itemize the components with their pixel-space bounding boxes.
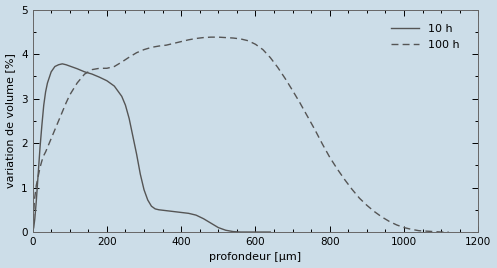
10 h (39, 124, 45, 127)
10 h (48, 70, 54, 73)
10 h (267, 230, 273, 234)
10 h (56, 63, 62, 66)
10 h (63, 63, 69, 66)
100 h (416, 229, 422, 232)
10 h (223, 229, 229, 232)
10 h (130, 135, 136, 138)
Line: 100 h: 100 h (33, 37, 449, 232)
10 h (82, 70, 87, 73)
10 h (149, 204, 155, 208)
10 h (137, 173, 143, 176)
10 h (193, 214, 199, 217)
100 h (208, 36, 214, 39)
10 h (41, 104, 47, 107)
10 h (44, 81, 50, 85)
10 h (126, 117, 132, 120)
10 h (230, 230, 236, 233)
10 h (141, 188, 147, 191)
X-axis label: profondeur [μm]: profondeur [μm] (209, 252, 302, 262)
10 h (31, 226, 37, 229)
10 h (52, 65, 58, 68)
10 h (119, 95, 125, 98)
10 h (178, 211, 184, 214)
10 h (185, 212, 191, 215)
100 h (30, 230, 36, 234)
10 h (30, 230, 36, 234)
10 h (160, 209, 166, 212)
10 h (252, 230, 258, 234)
10 h (245, 230, 251, 234)
10 h (200, 217, 206, 220)
10 h (67, 65, 73, 68)
10 h (145, 198, 151, 202)
100 h (82, 72, 87, 76)
10 h (152, 207, 158, 210)
100 h (111, 65, 117, 68)
Y-axis label: variation de volume [%]: variation de volume [%] (5, 53, 15, 188)
10 h (208, 222, 214, 225)
10 h (238, 230, 244, 234)
100 h (39, 159, 45, 162)
10 h (122, 104, 128, 107)
10 h (104, 79, 110, 82)
10 h (35, 173, 41, 176)
100 h (349, 188, 355, 191)
10 h (32, 217, 38, 220)
10 h (71, 66, 77, 69)
10 h (59, 62, 65, 65)
10 h (33, 199, 39, 203)
10 h (74, 67, 80, 70)
10 h (171, 210, 177, 213)
Line: 10 h: 10 h (33, 64, 270, 232)
10 h (260, 230, 266, 234)
100 h (446, 230, 452, 234)
10 h (215, 226, 221, 229)
100 h (171, 42, 177, 45)
10 h (43, 90, 49, 94)
10 h (134, 152, 140, 156)
10 h (37, 146, 43, 149)
10 h (156, 208, 162, 211)
10 h (96, 76, 102, 79)
10 h (89, 72, 95, 76)
10 h (164, 209, 169, 212)
Legend: 10 h, 100 h: 10 h, 100 h (387, 20, 464, 54)
10 h (111, 84, 117, 88)
